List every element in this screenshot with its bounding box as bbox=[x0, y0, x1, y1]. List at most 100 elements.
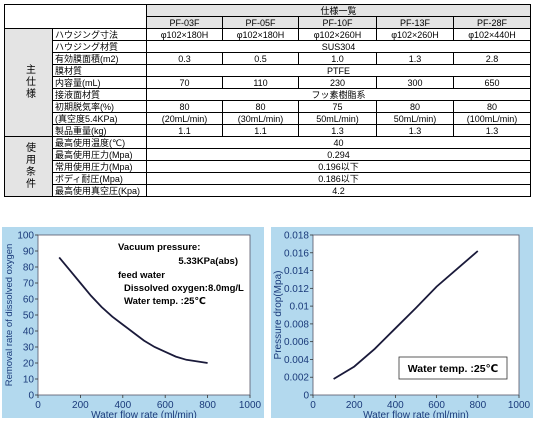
pressure-drop-chart-panel: 0 0.002 0.004 0.006 0.008 0.01 0.012 0.014 0.016… bbox=[271, 227, 533, 422]
merged-value-cell: 40 bbox=[146, 136, 531, 149]
x-tick-label: 1000 bbox=[508, 400, 531, 411]
series-line bbox=[333, 250, 479, 380]
section-main-specs-label: 主仕様 bbox=[23, 63, 35, 100]
y-tick-label: 30 bbox=[23, 343, 35, 354]
table-cell: 80 bbox=[146, 100, 223, 113]
y-tick-label: 20 bbox=[23, 359, 35, 370]
model-name-header: PF-28F bbox=[453, 16, 531, 29]
y-axis-label: Removal rate of dissolved oxygen bbox=[4, 244, 15, 387]
table-cell: φ102×260H bbox=[298, 28, 377, 41]
table-cell: (100mL/min) bbox=[453, 112, 531, 125]
y-tick-label: 100 bbox=[17, 231, 34, 242]
merged-value-cell: 0.294 bbox=[146, 148, 531, 161]
table-cell: 650 bbox=[453, 76, 531, 89]
table-row: 主仕様 ハウジング寸法 φ102×180H φ102×180H φ102×260H φ10… bbox=[4, 28, 531, 137]
merged-value-cell: PTFE bbox=[146, 64, 531, 77]
row-label: 接液面材質 bbox=[52, 88, 147, 101]
x-tick-label: 800 bbox=[469, 400, 486, 411]
y-tick-label: 10 bbox=[23, 375, 35, 386]
table-row: (真空度5.4KPa) (20mL/min) (30mL/min) 50mL/min)… bbox=[5, 112, 531, 125]
pressure-drop-chart: 0 0.002 0.004 0.006 0.008 0.01 0.012 0.014 0.016… bbox=[273, 231, 531, 422]
annotation-line-3: feed water bbox=[118, 270, 165, 281]
model-name-header: PF-13F bbox=[376, 16, 454, 29]
table-cell: 1.3 bbox=[376, 52, 454, 65]
annotation-line-4: Dissolved oxygen:8.0mg/L bbox=[124, 283, 244, 294]
table-row: 接液面材質 フッ素樹脂系 bbox=[5, 88, 531, 101]
merged-value-cell: 0.186以下 bbox=[146, 172, 531, 185]
row-label: ボディ耐圧(Mpa) bbox=[52, 172, 147, 185]
model-name-header: PF-05F bbox=[222, 16, 299, 29]
y-tick-label: 0 bbox=[28, 391, 34, 402]
y-tick-label: 90 bbox=[23, 247, 35, 258]
table-row: 膜材質 PTFE bbox=[5, 64, 531, 77]
x-axis-label: Water flow rate (ml/min) bbox=[363, 410, 469, 418]
table-cell: (30mL/min) bbox=[222, 112, 299, 125]
table-cell: (20mL/min) bbox=[146, 112, 223, 125]
x-tick-label: 800 bbox=[199, 400, 216, 411]
table-cell: 80 bbox=[376, 100, 454, 113]
row-label: 有効膜面積(m2) bbox=[52, 52, 147, 65]
annotation-line-1: Vacuum pressure: bbox=[118, 242, 200, 253]
y-tick-label: 80 bbox=[23, 263, 35, 274]
annotation-line-1: Water temp. :25℃ bbox=[408, 363, 499, 375]
x-tick-label: 0 bbox=[310, 400, 316, 411]
y-tick-label: 0.018 bbox=[284, 231, 309, 242]
table-row: 最高使用真空圧(Kpa) 4.2 bbox=[5, 184, 531, 197]
merged-value-cell: 4.2 bbox=[146, 184, 531, 197]
section-use-conditions: 使用条件 bbox=[4, 136, 53, 197]
x-tick-label: 400 bbox=[387, 400, 404, 411]
x-tick-label: 600 bbox=[428, 400, 445, 411]
oxygen-removal-chart-panel: 0 10 20 30 40 50 60 70 80 90 100 0 200 400 600 800 1000 W… bbox=[2, 227, 264, 421]
y-tick-label: 0.008 bbox=[284, 319, 309, 330]
x-tick-label: 0 bbox=[35, 400, 41, 411]
y-tick-label: 40 bbox=[23, 327, 35, 338]
table-cell: 50mL/min) bbox=[298, 112, 377, 125]
row-label: 最高使用真空圧(Kpa) bbox=[52, 184, 147, 197]
table-cell: 75 bbox=[298, 100, 377, 113]
table-cell: 1.3 bbox=[453, 124, 531, 137]
table-row: 常用使用圧力(Mpa) 0.196以下 bbox=[5, 160, 531, 173]
table-header-row: 仕様一覧 bbox=[4, 4, 531, 29]
y-tick-label: 0.004 bbox=[284, 355, 309, 366]
table-title: 仕様一覧 bbox=[146, 4, 531, 17]
row-label: (真空度5.4KPa) bbox=[52, 112, 147, 125]
x-tick-label: 600 bbox=[157, 400, 174, 411]
table-row: 初期脱気率(%) 80 80 75 80 80 bbox=[5, 100, 531, 113]
table-cell: 300 bbox=[376, 76, 454, 89]
row-label: 膜材質 bbox=[52, 64, 147, 77]
merged-value-cell: SUS304 bbox=[146, 40, 531, 53]
annotation-box bbox=[116, 239, 248, 307]
model-name-header: PF-10F bbox=[298, 16, 377, 29]
row-label: 内容量(mL) bbox=[52, 76, 147, 89]
row-label: 最高使用圧力(Mpa) bbox=[52, 148, 147, 161]
table-cell: 50mL/min) bbox=[376, 112, 454, 125]
y-tick-label: 0.01 bbox=[290, 302, 310, 313]
y-tick-label: 0.006 bbox=[284, 337, 309, 348]
table-cell: 230 bbox=[298, 76, 377, 89]
annotation-line-5: Water temp. :25℃ bbox=[124, 296, 206, 307]
annotation-box bbox=[398, 356, 508, 380]
y-tick-label: 50 bbox=[23, 311, 35, 322]
row-label: ハウジング寸法 bbox=[52, 28, 147, 41]
table-row: 内容量(mL) 70 110 230 300 650 bbox=[5, 76, 531, 89]
x-tick-label: 400 bbox=[114, 400, 131, 411]
table-row: ハウジング材質 SUS304 bbox=[5, 40, 531, 53]
y-tick-label: 70 bbox=[23, 279, 35, 290]
table-row: 製品重量(kg) 1.1 1.1 1.3 1.3 1.3 bbox=[5, 124, 531, 137]
row-label: 常用使用圧力(Mpa) bbox=[52, 160, 147, 173]
table-cell: 80 bbox=[453, 100, 531, 113]
series-line bbox=[58, 256, 208, 364]
y-tick-label: 60 bbox=[23, 295, 35, 306]
table-cell: φ102×180H bbox=[222, 28, 299, 41]
table-cell: φ102×440H bbox=[453, 28, 531, 41]
table-cell: 80 bbox=[222, 100, 299, 113]
table-cell: 0.5 bbox=[222, 52, 299, 65]
x-axis-label: Water flow rate (ml/min) bbox=[91, 410, 197, 418]
y-tick-label: 0.012 bbox=[284, 284, 309, 295]
y-tick-label: 0.016 bbox=[284, 248, 309, 259]
y-tick-label: 0.002 bbox=[284, 373, 309, 384]
y-tick-label: 0 bbox=[303, 391, 309, 402]
merged-value-cell: 0.196以下 bbox=[146, 160, 531, 173]
table-cell: φ102×180H bbox=[146, 28, 223, 41]
table-cell: 70 bbox=[146, 76, 223, 89]
